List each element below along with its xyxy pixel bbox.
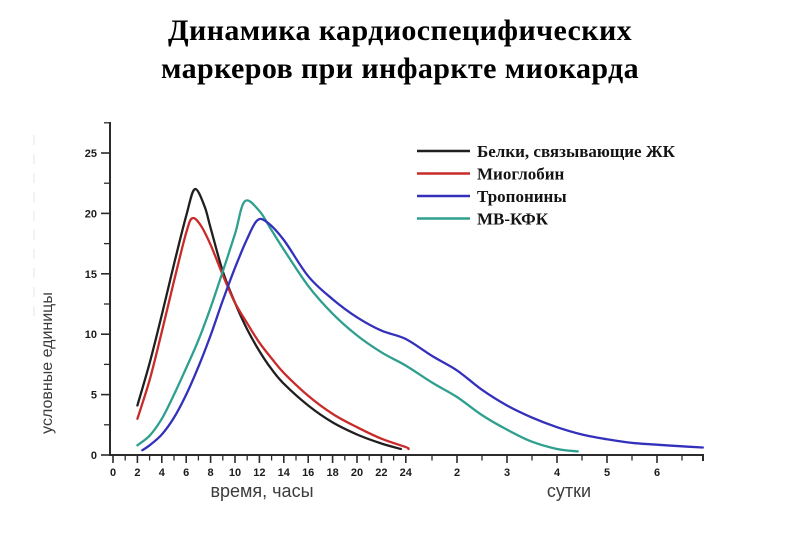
slide-title: Динамика кардиоспецифических маркеров пр… (0, 12, 800, 88)
y-tick-label: 5 (91, 390, 97, 402)
x-tick-label-hours: 16 (302, 467, 314, 479)
y-tick-label: 20 (85, 208, 97, 220)
x-tick-label-days: 3 (504, 467, 510, 479)
x-tick-label-hours: 8 (208, 467, 214, 479)
axis-lines (109, 122, 704, 461)
x-tick-label-days: 4 (554, 467, 561, 479)
y-tick-label: 0 (91, 450, 97, 462)
curve-myoglobin (136, 216, 410, 451)
x-tick-label-hours: 24 (400, 467, 413, 479)
x-tick-label-hours: 6 (183, 467, 189, 479)
x-tick-label-hours: 12 (253, 467, 265, 479)
y-tick-label: 15 (85, 269, 97, 281)
legend-label-fabp: Белки, связывающие ЖК (477, 142, 676, 161)
legend: Белки, связывающие ЖК Миоглобин Тропонины М… (417, 142, 676, 229)
x-tick-label-days: 5 (604, 467, 610, 479)
x-tick-label-hours: 10 (229, 467, 241, 479)
x-tick-label-hours: 18 (326, 467, 338, 479)
x-axis-label-hours: время, часы (210, 481, 313, 501)
curve-troponin (141, 217, 704, 452)
x-tick-label-hours: 0 (110, 467, 116, 479)
x-tick-label-days: 6 (654, 467, 660, 479)
x-tick-label-hours: 4 (159, 467, 166, 479)
y-tick-label: 10 (85, 329, 97, 341)
x-tick-label-days: 2 (454, 467, 460, 479)
title-line-1: Динамика кардиоспецифических (167, 14, 633, 47)
legend-label-myoglobin: Миоглобин (477, 165, 565, 184)
legend-label-mb-ck: МВ-КФК (477, 210, 549, 229)
x-tick-label-hours: 14 (278, 467, 291, 479)
y-tick-label: 25 (85, 148, 97, 160)
x-tick-label-hours: 22 (375, 467, 387, 479)
x-tick-label-hours: 20 (351, 467, 363, 479)
title-line-2: маркеров при инфаркте миокарда (160, 52, 640, 86)
x-tick-label-hours: 2 (134, 467, 140, 479)
curve-mb-ck (136, 199, 579, 453)
x-axis-label-days: сутки (547, 481, 591, 501)
legend-label-troponin: Тропонины (477, 187, 567, 206)
y-axis-label: условные единицы (39, 292, 56, 434)
curves-group (136, 188, 704, 453)
